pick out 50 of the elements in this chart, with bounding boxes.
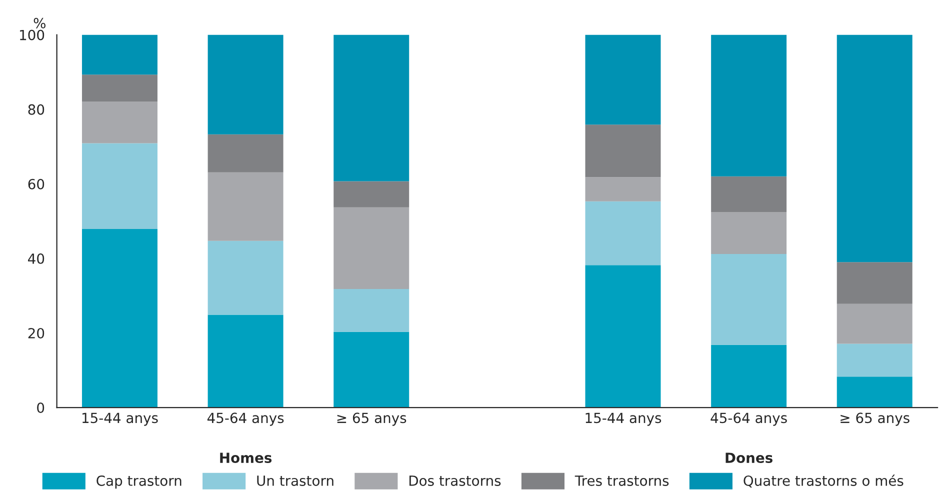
legend-label: Dos trastorns: [409, 476, 501, 486]
legend-label: Cap trastorn: [96, 475, 182, 489]
bar: [585, 177, 661, 202]
legend-label: Tres trastorns: [574, 476, 669, 486]
bar: [208, 134, 284, 172]
y-tick-label: 0: [37, 402, 44, 414]
y-tick-label: 60: [28, 178, 44, 190]
bar: [711, 34, 787, 176]
y-tick-label: 20: [28, 328, 44, 338]
legend-label: Quatre trastorns o més: [744, 474, 904, 488]
bar: [334, 181, 410, 208]
bar: [585, 34, 661, 125]
bar: [82, 228, 158, 408]
bar: [82, 143, 158, 229]
bar: [334, 207, 410, 290]
bar: [208, 34, 284, 134]
bar: [208, 314, 284, 408]
bar: [585, 124, 661, 178]
bar: [334, 332, 410, 408]
y-tick-label: 40: [28, 253, 44, 264]
x-tick-label: 45-64 anys: [710, 412, 787, 426]
x-tick-label: ≥ 65 anys: [840, 412, 910, 426]
bar: [208, 240, 284, 315]
text: Homes: [220, 452, 272, 464]
bar: [836, 376, 912, 408]
text: Dones: [726, 452, 772, 464]
y-tick-label: 80: [28, 104, 44, 115]
bar: [334, 34, 410, 182]
bar: [334, 289, 410, 332]
y-tick-label: 100: [20, 30, 44, 40]
x-tick-label: ≥ 65 anys: [337, 412, 406, 426]
bar: [711, 212, 787, 254]
bar: [82, 102, 158, 144]
bar: [711, 176, 787, 212]
bar: [82, 74, 158, 102]
bar: [711, 344, 787, 408]
bar: [836, 34, 912, 262]
bar: [208, 172, 284, 241]
x-tick-label: 15-44 anys: [82, 412, 158, 426]
bar: [585, 201, 661, 266]
bar: [585, 265, 661, 408]
x-tick-label: 45-64 anys: [207, 412, 284, 426]
y-axis-title: %: [34, 18, 46, 28]
x-tick-label: 15-44 anys: [586, 412, 662, 426]
bar: [836, 262, 912, 304]
bar: [711, 254, 787, 345]
legend-label: Un trastorn: [257, 476, 334, 486]
bar: [836, 344, 912, 377]
bar: [836, 304, 912, 344]
bar: [82, 34, 158, 75]
